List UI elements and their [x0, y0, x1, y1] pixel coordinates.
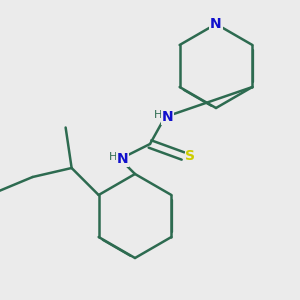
Text: N: N [162, 110, 173, 124]
Text: H: H [109, 152, 118, 163]
Text: S: S [185, 149, 196, 163]
Text: N: N [210, 17, 222, 31]
Text: N: N [117, 152, 128, 166]
Text: H: H [154, 110, 163, 120]
